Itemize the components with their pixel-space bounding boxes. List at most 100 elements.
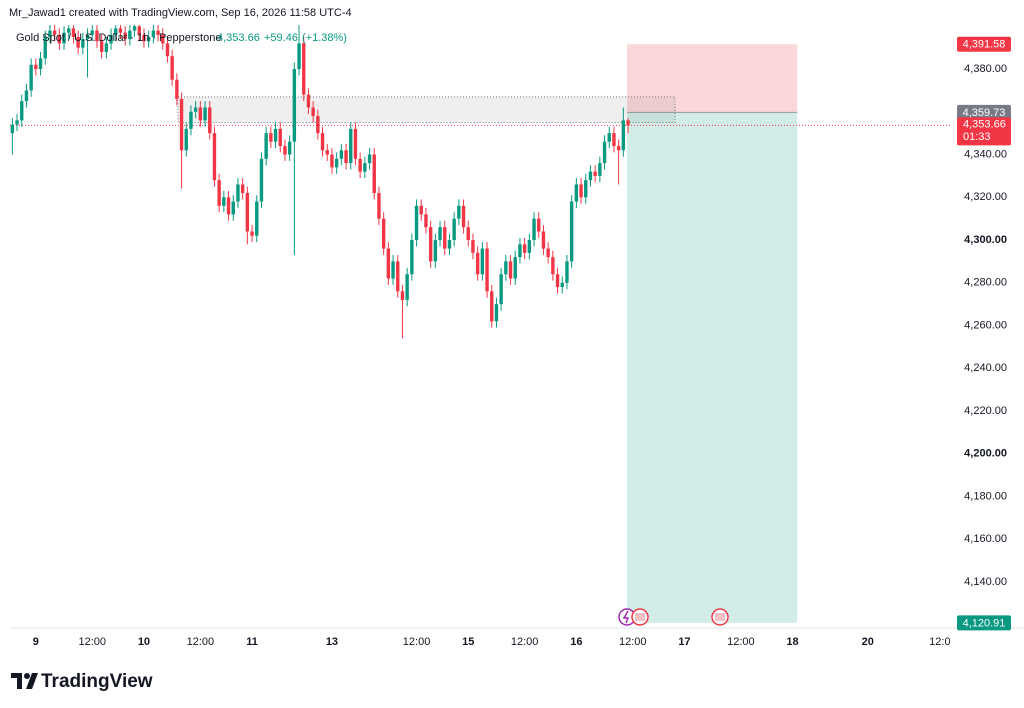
plot-area [10, 25, 950, 623]
candle-body [475, 252, 480, 275]
candle-body [598, 163, 602, 176]
candle-body [104, 43, 109, 52]
candle-body [255, 201, 259, 236]
candle-body [43, 36, 47, 59]
candle-body [240, 184, 245, 194]
candle-body [226, 197, 231, 215]
candle-body [24, 90, 29, 102]
candle-body [231, 201, 235, 215]
candle-body [48, 30, 52, 37]
candle-body [471, 240, 475, 253]
y-tick-label: 4,240.00 [964, 362, 1007, 374]
y-tick-label: 4,340.00 [964, 148, 1007, 160]
candle-body [414, 205, 419, 241]
brand-icon-dot [24, 673, 30, 679]
last-price: 4,353.66 [217, 32, 260, 44]
candle-body [109, 34, 113, 44]
candle-body [306, 94, 311, 108]
event-flag [635, 613, 645, 621]
x-tick-label: 18 [786, 636, 798, 648]
candle-body [480, 248, 485, 275]
y-tick-label: 4,160.00 [964, 533, 1007, 545]
x-tick-label: 12:00 [619, 636, 647, 648]
candle-body [358, 158, 362, 172]
candle-body [400, 291, 405, 300]
candle-body [419, 205, 423, 215]
candle-body [334, 158, 339, 168]
x-tick-label: 16 [570, 636, 582, 648]
price-change-percent: (+1.38%) [302, 32, 347, 44]
y-tick-label: 4,200.00 [964, 448, 1007, 460]
last-price-badge-label: 4,353.66 [963, 119, 1006, 131]
entry-badge-label: 4,359.73 [963, 107, 1006, 119]
candle-body [156, 30, 160, 35]
candle-body [34, 64, 38, 70]
x-tick-label: 13 [326, 636, 338, 648]
entry-badge [957, 104, 1011, 120]
candle-body [208, 107, 212, 134]
candle-body [118, 28, 123, 33]
candle-body [142, 34, 146, 42]
candle-body [584, 180, 588, 198]
candle-body [20, 101, 24, 121]
candle-body [602, 141, 607, 164]
x-tick-label: 12:00 [511, 636, 539, 648]
y-tick-label: 4,380.00 [964, 63, 1007, 75]
candle-body [146, 36, 151, 42]
candle-body [161, 34, 165, 44]
candle-body [198, 107, 203, 121]
x-tick-label: 15 [462, 636, 474, 648]
candle-body [490, 291, 494, 322]
candle-body [170, 56, 174, 80]
stop-zone [627, 44, 798, 113]
candle-body [29, 64, 33, 91]
candle-body [302, 43, 306, 95]
candle-body [344, 150, 348, 164]
candle-body [339, 150, 344, 159]
stop-badge-label: 4,391.58 [963, 39, 1006, 51]
candle-body [287, 141, 292, 155]
candle-body [193, 107, 198, 112]
candle-body [372, 154, 376, 194]
candle-body [151, 30, 156, 37]
y-tick-label: 4,140.00 [964, 576, 1007, 588]
candle-body [452, 218, 456, 241]
candle-body [494, 304, 499, 322]
candle-body [95, 30, 99, 42]
y-tick-label: 4,260.00 [964, 319, 1007, 331]
candle-body [114, 28, 118, 35]
candle-body [522, 244, 527, 253]
x-tick-label: 12:00 [929, 636, 957, 648]
x-tick-label: 17 [678, 636, 690, 648]
candle-body [292, 69, 297, 142]
candle-body [607, 133, 611, 142]
axis-corner [950, 629, 1024, 655]
candle-body [541, 231, 546, 249]
candle-body [377, 193, 381, 219]
y-tick-label: 4,300.00 [964, 234, 1007, 246]
last-price-badge [957, 117, 1011, 146]
candle-body [588, 171, 593, 181]
candle-body [297, 43, 301, 70]
countdown-label: 01:33 [963, 131, 991, 143]
candle-body [52, 30, 57, 35]
candle-body [222, 197, 226, 206]
candle-body [546, 248, 550, 258]
y-tick-label: 4,220.00 [964, 405, 1007, 417]
candle-body [320, 133, 325, 151]
candle-body [325, 150, 329, 155]
candle-body [424, 214, 428, 228]
y-tick-label: 4,320.00 [964, 191, 1007, 203]
candle-body [245, 193, 250, 232]
candle-body [396, 261, 400, 292]
candle-body [443, 227, 447, 249]
candle-body [461, 205, 466, 228]
candle-body [273, 128, 278, 142]
price-change: +59.46 [264, 32, 298, 44]
candle-body [38, 58, 43, 70]
candle-body [433, 240, 438, 262]
candle-body [76, 36, 80, 48]
brand-icon [11, 673, 38, 689]
